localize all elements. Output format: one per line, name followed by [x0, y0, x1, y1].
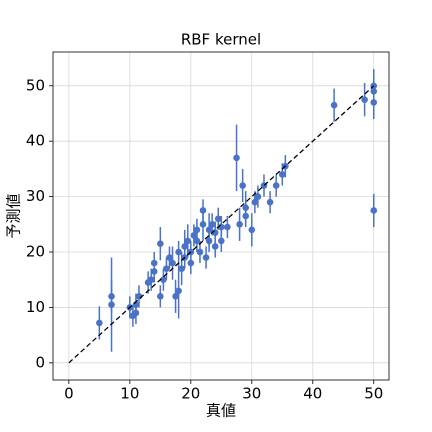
- point: [193, 237, 201, 245]
- point: [196, 248, 204, 256]
- x-axis-label: 真値: [206, 402, 236, 420]
- point: [96, 319, 103, 327]
- point: [205, 237, 213, 245]
- y-tick-label: 50: [26, 76, 45, 94]
- point: [172, 293, 179, 300]
- point: [370, 207, 378, 214]
- point: [175, 248, 182, 256]
- x-tick-label: 50: [364, 385, 383, 403]
- point: [108, 293, 115, 300]
- point: [248, 226, 256, 234]
- point: [205, 226, 213, 234]
- point: [160, 276, 167, 284]
- x-tick-label: 30: [242, 385, 261, 403]
- point: [202, 254, 210, 261]
- x-tick-label: 10: [120, 385, 139, 403]
- point: [254, 193, 262, 200]
- y-tick-label: 40: [26, 132, 45, 150]
- x-tick-label: 40: [303, 385, 322, 403]
- point: [190, 232, 198, 239]
- point: [169, 259, 176, 267]
- x-tick-label: 20: [181, 385, 200, 403]
- point: [330, 101, 338, 109]
- point: [150, 259, 158, 267]
- point: [236, 221, 243, 228]
- point: [251, 198, 259, 206]
- point: [184, 237, 192, 245]
- point: [224, 223, 231, 231]
- point: [132, 309, 140, 317]
- point: [157, 293, 164, 300]
- y-tick-label: 20: [26, 243, 45, 261]
- reference-line: [68, 85, 375, 364]
- point: [272, 182, 280, 189]
- point: [242, 212, 249, 220]
- point: [211, 243, 219, 250]
- point: [157, 240, 164, 248]
- point: [239, 182, 246, 189]
- point: [199, 207, 207, 214]
- point: [361, 96, 368, 103]
- x-tick-label: 0: [64, 385, 74, 403]
- point: [233, 154, 240, 162]
- point: [214, 215, 222, 223]
- point: [150, 268, 158, 275]
- point: [370, 99, 378, 106]
- y-tick-label: 10: [26, 298, 45, 316]
- point: [242, 204, 249, 211]
- plot-frame: [52, 51, 390, 381]
- point: [208, 221, 216, 228]
- point: [218, 237, 225, 245]
- point: [370, 88, 378, 95]
- point: [199, 221, 207, 228]
- point: [266, 198, 274, 206]
- point: [181, 243, 189, 250]
- point: [163, 265, 170, 272]
- point: [147, 276, 155, 284]
- point: [166, 254, 173, 261]
- point: [193, 226, 201, 234]
- y-tick-label: 0: [35, 353, 45, 371]
- y-tick-label: 30: [26, 187, 45, 205]
- point: [178, 265, 185, 272]
- point: [175, 287, 182, 295]
- point: [187, 259, 195, 267]
- y-axis-label: 予測値: [5, 193, 23, 238]
- point: [278, 171, 286, 178]
- point: [108, 301, 115, 308]
- chart-title: RBF kernel: [181, 31, 261, 49]
